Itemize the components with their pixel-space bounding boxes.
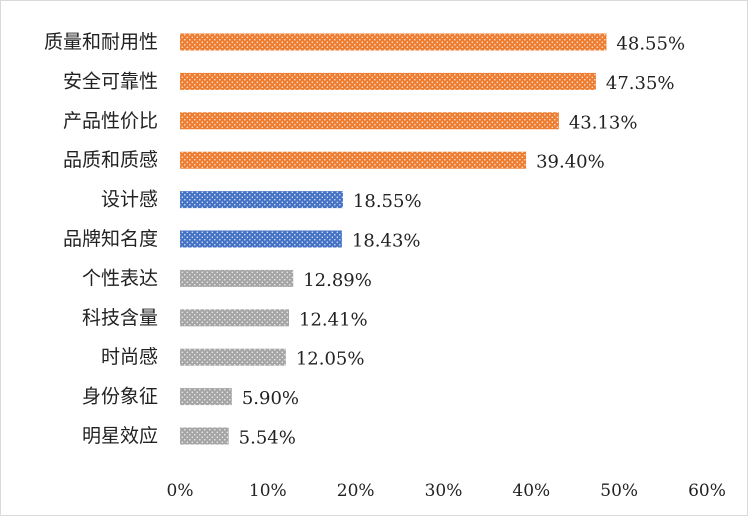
category-label: 身份象征 [82, 386, 158, 408]
x-tick-label: 10% [249, 481, 287, 501]
category-label: 明星效应 [82, 425, 158, 447]
x-tick-label: 40% [512, 481, 550, 501]
data-label: 12.05% [296, 349, 365, 370]
bar [180, 72, 596, 90]
category-label: 个性表达 [82, 267, 158, 289]
bar [180, 427, 229, 445]
x-tick-label: 30% [425, 481, 463, 501]
bar [180, 191, 343, 209]
category-label: 设计感 [101, 189, 158, 211]
bar [180, 33, 607, 51]
category-label: 时尚感 [101, 346, 158, 368]
bar [180, 151, 527, 169]
x-tick-label: 50% [600, 481, 638, 501]
data-label: 12.89% [303, 270, 372, 291]
data-label: 43.13% [569, 112, 638, 133]
data-label: 18.43% [352, 231, 421, 252]
bar [180, 309, 290, 327]
bar [180, 112, 559, 130]
data-label: 5.54% [239, 428, 296, 449]
bar [180, 230, 342, 248]
data-label: 47.35% [606, 73, 675, 94]
x-tick-label: 60% [688, 481, 726, 501]
category-label: 质量和耐用性 [44, 31, 158, 53]
category-label: 产品性价比 [63, 110, 158, 132]
x-tick-label: 20% [337, 481, 375, 501]
bar [180, 388, 232, 406]
category-label: 科技含量 [82, 307, 158, 329]
category-label: 品牌知名度 [63, 228, 158, 250]
data-label: 18.55% [353, 191, 422, 212]
data-label: 48.55% [616, 34, 685, 55]
bar [180, 269, 294, 287]
data-label: 5.90% [242, 388, 299, 409]
data-label: 39.40% [536, 152, 605, 173]
x-tick-label: 0% [167, 481, 194, 501]
category-label: 安全可靠性 [63, 70, 158, 92]
data-label: 12.41% [299, 309, 368, 330]
bar [180, 348, 286, 366]
category-label: 品质和质感 [63, 149, 158, 171]
